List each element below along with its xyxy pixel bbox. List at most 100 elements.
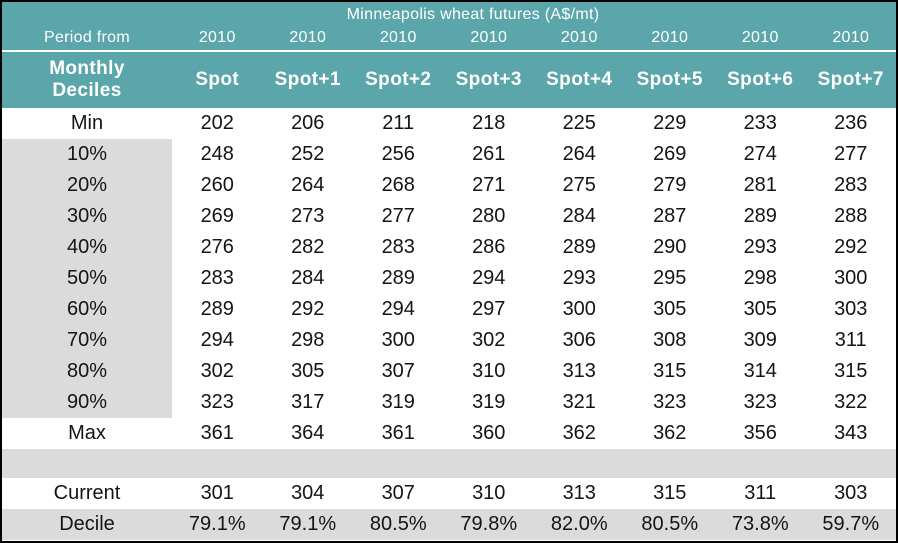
cell-2: 268 (381, 174, 415, 196)
cell-3: 294 (472, 267, 506, 289)
cell-7: 283 (834, 174, 868, 196)
row-label: 70% (2, 325, 172, 356)
cell-0: 79.1% (188, 513, 246, 535)
table-body: Min 202 206 211 218 225 229 233 236 10% 248 252 256 2… (2, 108, 896, 540)
row-label: 20% (2, 170, 172, 201)
cell-2: 80.5% (369, 513, 427, 535)
cell-3: 310 (472, 360, 506, 382)
cell-1: 305 (291, 360, 325, 382)
cell-0: 361 (200, 422, 234, 444)
spacer-row (2, 449, 896, 478)
cell-1: 298 (291, 329, 325, 351)
cell-2: 307 (381, 360, 415, 382)
row-label: Max (68, 422, 106, 444)
year-header-4: 2010 (560, 29, 598, 47)
cell-6: 314 (743, 360, 777, 382)
table-row-70pct: 70% 294 298 300 302 306 308 309 311 (2, 325, 896, 356)
cell-6: 274 (743, 143, 777, 165)
cell-5: 315 (653, 360, 687, 382)
cell-5: 269 (653, 143, 687, 165)
cell-4: 313 (562, 360, 596, 382)
monthly-deciles-line1: Monthly (49, 58, 125, 80)
cell-7: 292 (834, 236, 868, 258)
monthly-deciles-line2: Deciles (52, 80, 122, 101)
cell-2: 256 (381, 143, 415, 165)
cell-1: 79.1% (279, 513, 337, 535)
cell-3: 261 (472, 143, 506, 165)
cell-0: 248 (200, 143, 234, 165)
cell-7: 59.7% (822, 513, 880, 535)
cell-4: 321 (562, 391, 596, 413)
table-row-decile: Decile 79.1% 79.1% 80.5% 79.8% 82.0% 80.5% 73.8… (2, 509, 896, 540)
cell-7: 288 (834, 205, 868, 227)
cell-1: 264 (291, 174, 325, 196)
cell-2: 307 (381, 482, 415, 504)
cell-5: 80.5% (641, 513, 699, 535)
column-header-2: Spot+2 (365, 69, 432, 91)
cell-2: 277 (381, 205, 415, 227)
cell-5: 323 (653, 391, 687, 413)
cell-2: 294 (381, 298, 415, 320)
cell-3: 319 (472, 391, 506, 413)
cell-5: 308 (653, 329, 687, 351)
cell-1: 317 (291, 391, 325, 413)
cell-1: 273 (291, 205, 325, 227)
cell-0: 276 (200, 236, 234, 258)
cell-0: 269 (200, 205, 234, 227)
cell-1: 282 (291, 236, 325, 258)
column-header-row: Monthly Deciles Spot Spot+1 Spot+2 Spot+3 Sp… (2, 52, 896, 108)
cell-5: 305 (653, 298, 687, 320)
cell-7: 343 (834, 422, 868, 444)
cell-3: 302 (472, 329, 506, 351)
cell-7: 236 (834, 112, 868, 134)
year-header-0: 2010 (198, 29, 236, 47)
cell-2: 300 (381, 329, 415, 351)
year-header-2: 2010 (379, 29, 417, 47)
cell-0: 283 (200, 267, 234, 289)
cell-7: 303 (834, 298, 868, 320)
cell-7: 277 (834, 143, 868, 165)
cell-0: 294 (200, 329, 234, 351)
table-row-10pct: 10% 248 252 256 261 264 269 274 277 (2, 139, 896, 170)
cell-1: 284 (291, 267, 325, 289)
monthly-deciles-label: Monthly Deciles (2, 58, 172, 102)
cell-0: 323 (200, 391, 234, 413)
cell-5: 362 (653, 422, 687, 444)
table-row-current: Current 301 304 307 310 313 315 311 303 (2, 478, 896, 509)
cell-3: 218 (472, 112, 506, 134)
cell-0: 260 (200, 174, 234, 196)
cell-1: 292 (291, 298, 325, 320)
cell-4: 289 (562, 236, 596, 258)
cell-3: 297 (472, 298, 506, 320)
cell-3: 310 (472, 482, 506, 504)
row-label: 40% (2, 232, 172, 263)
table-row-30pct: 30% 269 273 277 280 284 287 289 288 (2, 201, 896, 232)
cell-4: 313 (562, 482, 596, 504)
table-row-20pct: 20% 260 264 268 271 275 279 281 283 (2, 170, 896, 201)
cell-3: 280 (472, 205, 506, 227)
cell-1: 252 (291, 143, 325, 165)
column-header-0: Spot (195, 69, 240, 91)
cell-6: 323 (743, 391, 777, 413)
cell-5: 287 (653, 205, 687, 227)
period-from-row: Period from 2010 2010 2010 2010 2010 2010 2010… (2, 27, 896, 50)
cell-6: 281 (743, 174, 777, 196)
cell-1: 206 (291, 112, 325, 134)
row-label (2, 449, 172, 478)
row-label: Decile (59, 513, 115, 535)
year-header-1: 2010 (289, 29, 327, 47)
year-header-7: 2010 (832, 29, 870, 47)
table-row-60pct: 60% 289 292 294 297 300 305 305 303 (2, 294, 896, 325)
cell-4: 306 (562, 329, 596, 351)
table-row-80pct: 80% 302 305 307 310 313 315 314 315 (2, 356, 896, 387)
cell-7: 300 (834, 267, 868, 289)
cell-6: 309 (743, 329, 777, 351)
cell-6: 298 (743, 267, 777, 289)
table-title: Minneapolis wheat futures (A$/mt) (346, 5, 600, 23)
row-label: 30% (2, 201, 172, 232)
cell-4: 264 (562, 143, 596, 165)
table-row-max: Max 361 364 361 360 362 362 356 343 (2, 418, 896, 449)
table-title-row: Minneapolis wheat futures (A$/mt) (2, 2, 896, 27)
table-row-40pct: 40% 276 282 283 286 289 290 293 292 (2, 232, 896, 263)
